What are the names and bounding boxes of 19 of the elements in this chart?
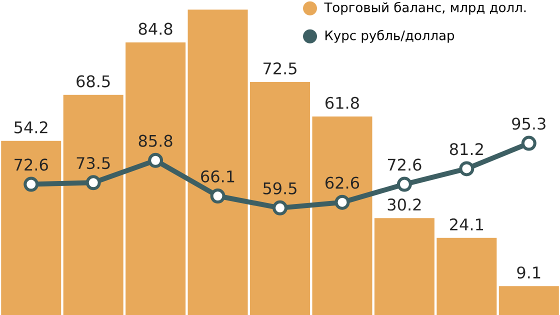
data-label: 62.6 bbox=[326, 176, 360, 189]
data-label: 9.1 bbox=[517, 266, 540, 278]
data-label: 73.5 bbox=[76, 156, 110, 169]
data-label: 24.1 bbox=[450, 218, 484, 230]
data-label: 54.2 bbox=[14, 121, 48, 134]
data-label: 85.8 bbox=[138, 134, 172, 147]
data-label: 84.8 bbox=[138, 22, 172, 35]
data-label: 72.5 bbox=[264, 62, 296, 74]
data-label: 30.2 bbox=[388, 198, 421, 210]
data-label: 59.5 bbox=[263, 182, 296, 194]
legend-label: Торговый баланс, млрд долл. bbox=[324, 2, 526, 15]
data-label: 72.6 bbox=[14, 158, 48, 171]
data-label: 66.1 bbox=[201, 170, 234, 182]
data-label: 95.3 bbox=[512, 117, 546, 130]
data-label: 61.8 bbox=[326, 96, 359, 109]
legend-label: Курс рубль/доллар bbox=[325, 30, 454, 43]
data-label: 72.6 bbox=[388, 158, 422, 171]
data-label: 81.2 bbox=[450, 142, 483, 155]
data-label: 68.5 bbox=[76, 75, 110, 88]
